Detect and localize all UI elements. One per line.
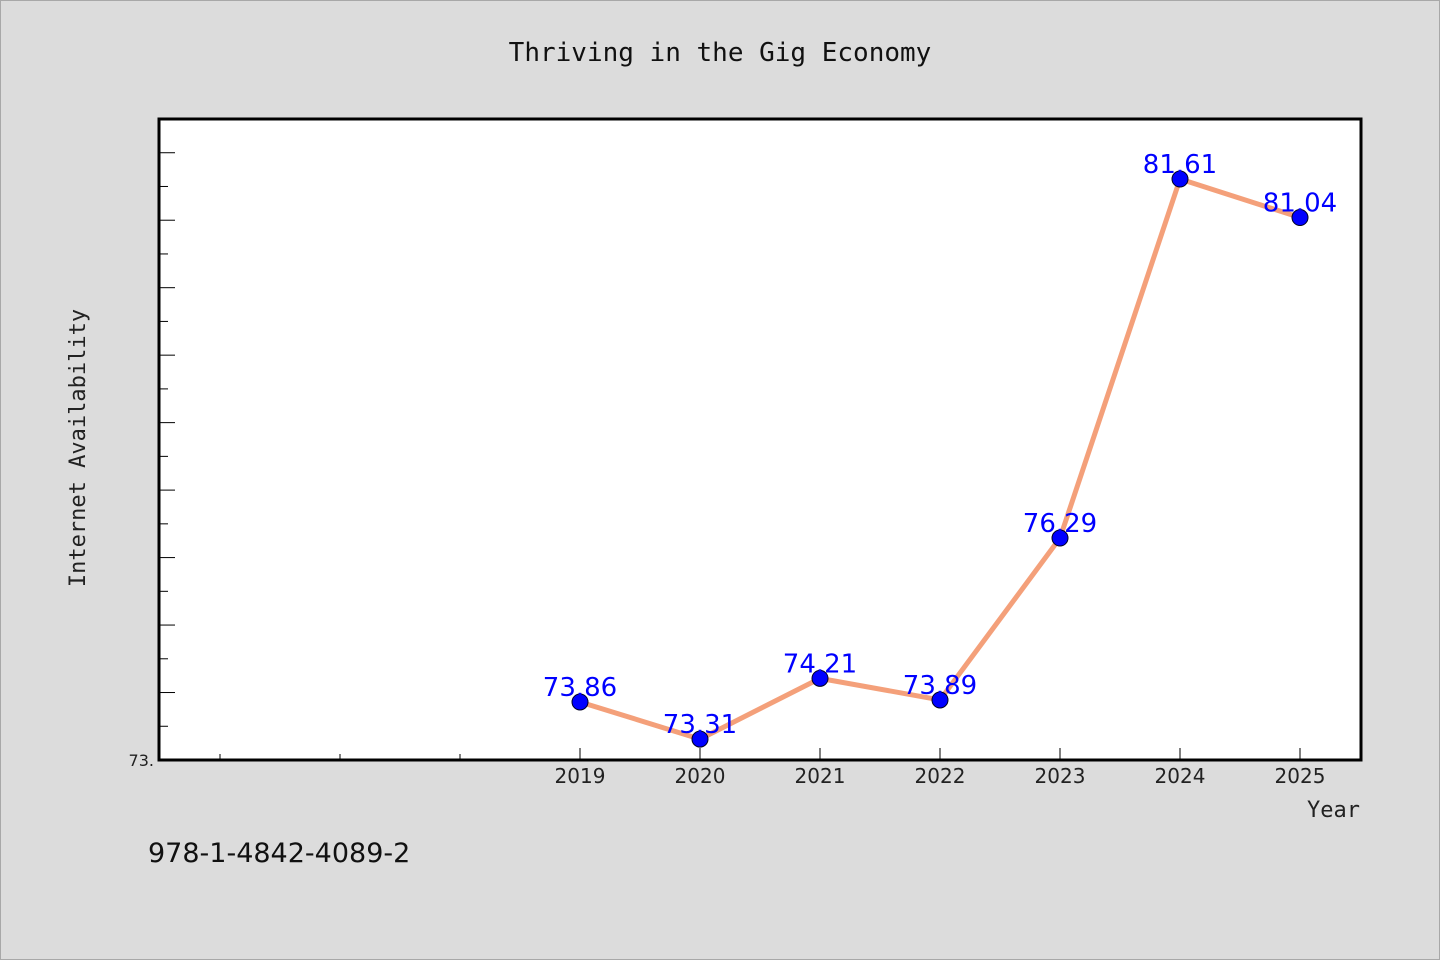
x-axis-ticks: 2019 2020 2021 2022 2023 2024 2025 [555,748,1326,788]
x-axis-minor-ticks [219,754,461,760]
isbn-text: 978-1-4842-4089-2 [148,838,410,869]
data-point [1171,170,1189,188]
y-axis-label: Internet Availability [66,309,91,587]
y-axis-min-label: 73. [129,751,154,770]
data-points-group [571,170,1309,748]
data-label: 76.29 [1023,509,1097,539]
x-tick-label: 2020 [675,764,726,788]
plot-area [157,117,1363,762]
data-label: 73.89 [903,671,977,701]
data-label: 81.61 [1143,150,1217,180]
y-axis-ticks [159,152,175,761]
x-tick-label: 2023 [1035,764,1086,788]
chart-title: Thriving in the Gig Economy [509,38,932,68]
x-tick-label: 2021 [795,764,846,788]
x-tick-label: 2024 [1155,764,1206,788]
data-point [811,669,829,687]
x-tick-label: 2022 [915,764,966,788]
data-label: 73.86 [543,673,617,703]
data-label: 74.21 [783,649,857,679]
x-tick-label: 2019 [555,764,606,788]
data-labels-group: 73.86 73.31 74.21 73.89 76.29 81.61 81.04 [543,150,1337,740]
data-point [571,693,589,711]
data-label: 73.31 [663,710,737,740]
x-axis-label: Year [1307,798,1360,823]
x-tick-label: 2025 [1275,764,1326,788]
data-point [691,730,709,748]
data-point [931,691,949,709]
data-label: 81.04 [1263,189,1337,219]
data-point [1291,209,1309,227]
data-point [1051,529,1069,547]
